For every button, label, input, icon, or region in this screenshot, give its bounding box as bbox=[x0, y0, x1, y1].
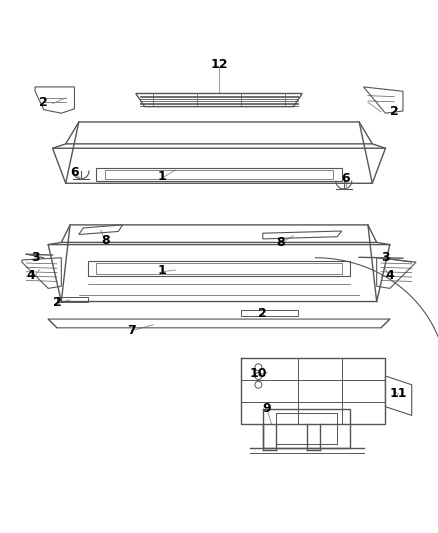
Text: 2: 2 bbox=[258, 307, 267, 320]
Text: 6: 6 bbox=[342, 172, 350, 185]
Text: 2: 2 bbox=[53, 296, 61, 309]
Text: 2: 2 bbox=[39, 96, 48, 109]
Text: 6: 6 bbox=[70, 166, 79, 179]
Text: 2: 2 bbox=[390, 104, 399, 117]
Text: 3: 3 bbox=[381, 251, 390, 264]
Text: 4: 4 bbox=[26, 269, 35, 282]
Text: 3: 3 bbox=[31, 251, 39, 264]
Text: 10: 10 bbox=[250, 367, 267, 381]
Text: 8: 8 bbox=[101, 233, 110, 247]
Text: 9: 9 bbox=[263, 402, 272, 415]
Text: 1: 1 bbox=[158, 170, 166, 183]
Text: 8: 8 bbox=[276, 236, 285, 249]
Text: 1: 1 bbox=[158, 264, 166, 277]
Text: 7: 7 bbox=[127, 324, 136, 336]
Text: 4: 4 bbox=[385, 269, 394, 282]
Text: 11: 11 bbox=[390, 387, 407, 400]
Text: 12: 12 bbox=[210, 58, 228, 71]
